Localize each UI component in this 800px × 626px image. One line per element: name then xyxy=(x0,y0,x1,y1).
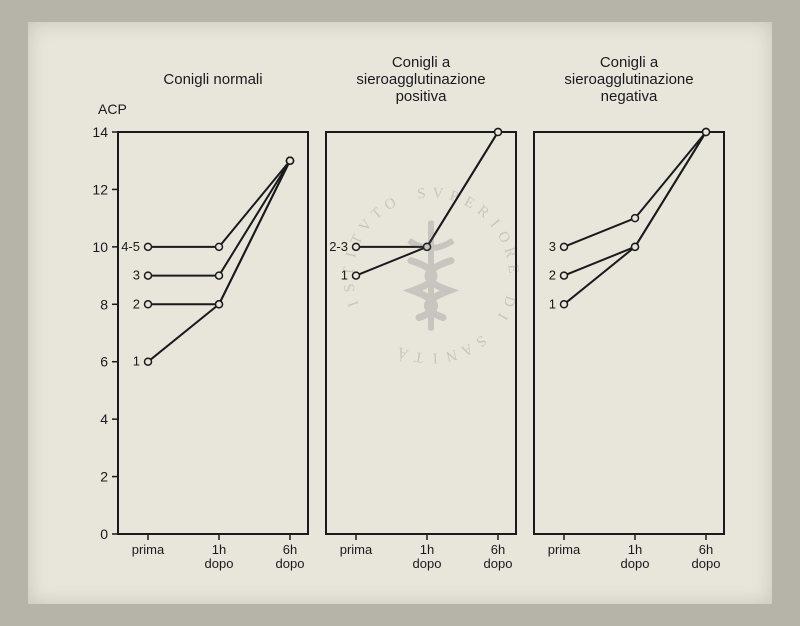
x-tick-label: dopo xyxy=(692,556,721,571)
svg-text:V: V xyxy=(432,185,444,202)
svg-text:S: S xyxy=(416,186,426,203)
series-label: 3 xyxy=(549,239,556,254)
svg-text:À: À xyxy=(395,343,411,363)
data-point xyxy=(495,129,502,136)
svg-text:O: O xyxy=(494,229,513,246)
chart-paper: ACPConigli normali02468101214prima1hdopo… xyxy=(28,22,772,604)
x-tick-label: 6h xyxy=(699,542,713,557)
svg-text:N: N xyxy=(444,346,459,364)
series-line xyxy=(148,161,290,276)
data-point xyxy=(216,272,223,279)
x-tick-label: 6h xyxy=(283,542,297,557)
data-point xyxy=(145,358,152,365)
x-tick-label: dopo xyxy=(205,556,234,571)
svg-text:A: A xyxy=(458,340,475,359)
series-label: 2 xyxy=(549,268,556,283)
y-tick-label: 8 xyxy=(100,296,108,312)
data-point xyxy=(561,243,568,250)
series-label: 1 xyxy=(549,296,556,311)
panel-title: Conigli normali xyxy=(163,71,262,88)
data-point xyxy=(561,301,568,308)
panel-frame xyxy=(534,132,724,534)
y-tick-label: 12 xyxy=(92,181,108,197)
svg-text:T: T xyxy=(368,205,385,223)
svg-text:T: T xyxy=(341,266,357,276)
series-line xyxy=(564,132,706,276)
data-point xyxy=(145,272,152,279)
series-label: 3 xyxy=(133,268,140,283)
y-axis-label: ACP xyxy=(98,101,127,117)
x-tick-label: prima xyxy=(548,542,581,557)
data-point xyxy=(216,301,223,308)
x-tick-label: 1h xyxy=(628,542,642,557)
data-point xyxy=(287,157,294,164)
svg-text:I: I xyxy=(346,299,363,309)
svg-text:T: T xyxy=(348,232,366,247)
svg-text:I: I xyxy=(432,349,438,365)
x-tick-label: 1h xyxy=(212,542,226,557)
y-tick-label: 2 xyxy=(100,469,108,485)
panel-title: Conigli a xyxy=(392,54,451,71)
series-line xyxy=(564,132,706,247)
data-point xyxy=(145,301,152,308)
y-tick-label: 0 xyxy=(100,526,108,542)
svg-text:E: E xyxy=(461,194,477,212)
series-line xyxy=(148,161,290,305)
svg-text:T: T xyxy=(413,348,424,365)
y-tick-label: 6 xyxy=(100,354,108,370)
x-tick-label: 1h xyxy=(420,542,434,557)
svg-text:S: S xyxy=(341,282,358,293)
panel-title: positiva xyxy=(396,88,448,105)
x-tick-label: prima xyxy=(340,542,373,557)
data-point xyxy=(145,243,152,250)
panel-title: sieroagglutinazione xyxy=(356,71,485,88)
data-point xyxy=(703,129,710,136)
y-tick-label: 14 xyxy=(92,124,108,140)
panel-title: negativa xyxy=(601,88,658,105)
x-tick-label: prima xyxy=(132,542,165,557)
x-tick-label: dopo xyxy=(276,556,305,571)
chart-svg: ACPConigli normali02468101214prima1hdopo… xyxy=(28,22,772,604)
data-point xyxy=(216,243,223,250)
y-tick-label: 4 xyxy=(100,411,108,427)
series-line xyxy=(356,132,498,247)
x-tick-label: dopo xyxy=(413,556,442,571)
series-label: 2 xyxy=(133,296,140,311)
series-line xyxy=(356,132,498,276)
svg-text:R: R xyxy=(474,203,492,222)
data-point xyxy=(632,243,639,250)
svg-text:O: O xyxy=(382,195,399,214)
y-tick-label: 10 xyxy=(92,239,108,255)
x-tick-label: 6h xyxy=(491,542,505,557)
watermark: ISTITVTO SVPERIORE DI SANITÀ xyxy=(341,185,521,365)
x-tick-label: dopo xyxy=(484,556,513,571)
svg-text:E: E xyxy=(504,263,521,273)
panel-title: Conigli a xyxy=(600,54,659,71)
series-line xyxy=(148,161,290,362)
panel-title: sieroagglutinazione xyxy=(564,71,693,88)
data-point xyxy=(561,272,568,279)
series-label: 4-5 xyxy=(121,239,140,254)
svg-text:I: I xyxy=(494,310,510,322)
svg-text:I: I xyxy=(487,217,503,231)
svg-text:S: S xyxy=(473,332,489,350)
svg-text:I: I xyxy=(343,251,360,260)
x-tick-label: dopo xyxy=(621,556,650,571)
svg-text:V: V xyxy=(356,216,375,234)
data-point xyxy=(632,215,639,222)
series-label: 1 xyxy=(133,354,140,369)
panel-frame xyxy=(118,132,308,534)
